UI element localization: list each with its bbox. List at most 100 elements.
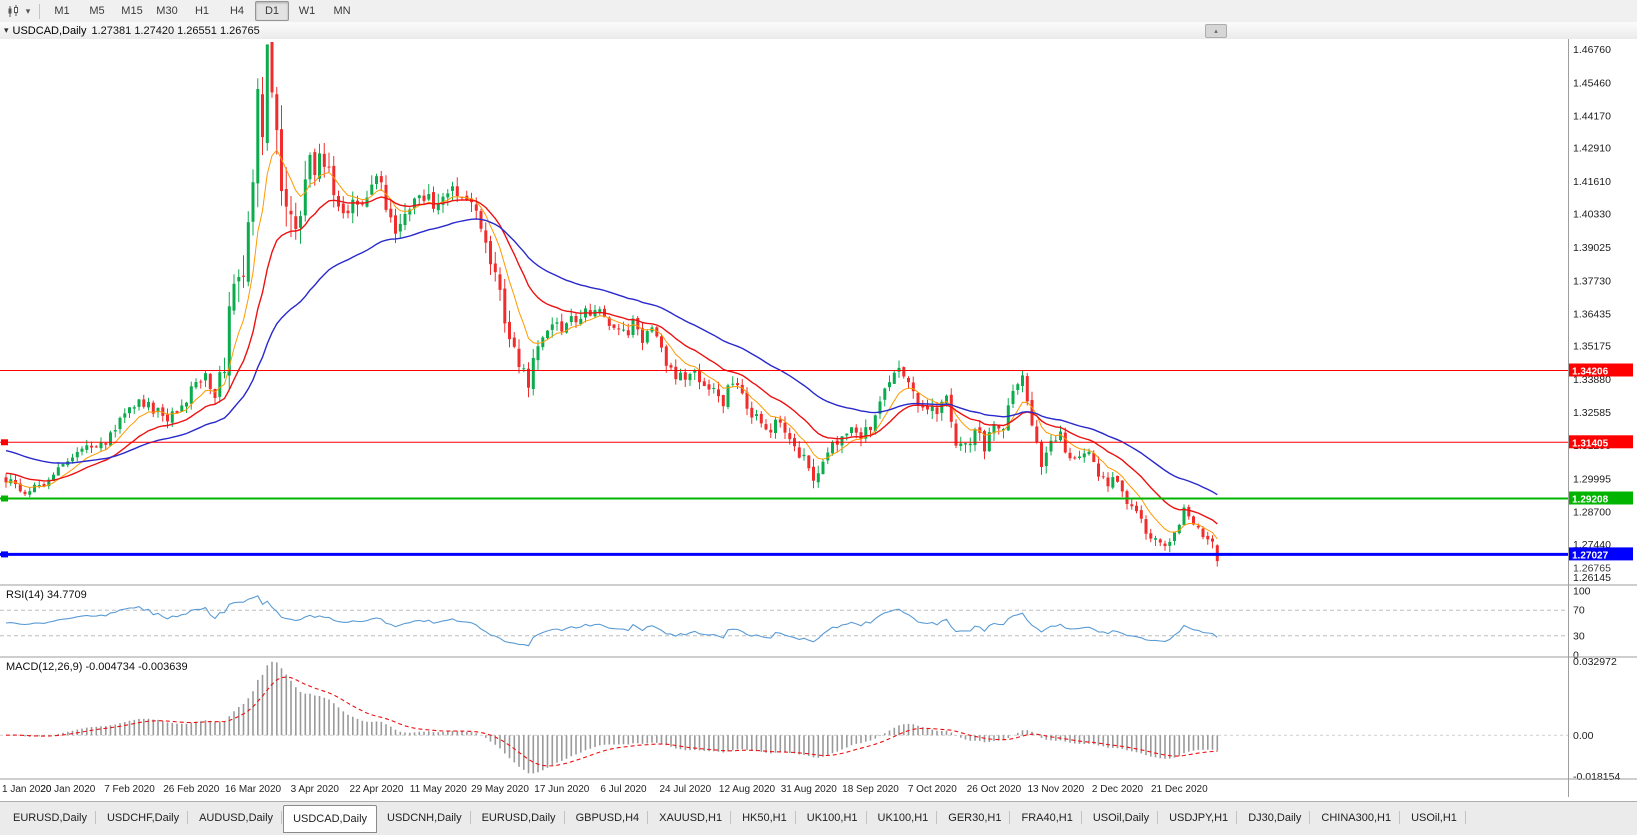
- tab-gbpusd-h4-6[interactable]: GBPUSD,H4: [566, 805, 650, 830]
- chart-window-header[interactable]: ▾ USDCAD,Daily 1.27381 1.27420 1.26551 1…: [0, 22, 1637, 40]
- timeframe-button-d1[interactable]: D1: [255, 1, 289, 21]
- svg-text:1.45460: 1.45460: [1573, 77, 1611, 89]
- svg-text:1.35175: 1.35175: [1573, 341, 1611, 353]
- tab-fra40-h1-12[interactable]: FRA40,H1: [1011, 805, 1083, 830]
- timeframe-button-m1[interactable]: M1: [54, 5, 70, 17]
- timeframe-button-h4[interactable]: H4: [229, 5, 245, 17]
- svg-text:1.40330: 1.40330: [1573, 209, 1611, 221]
- current-price-label: 1.26765: [1573, 562, 1611, 574]
- hline-handle-1.29208[interactable]: [1, 495, 8, 502]
- tab-uk100-h1-10[interactable]: UK100,H1: [868, 805, 939, 830]
- svg-text:-0.018154: -0.018154: [1573, 771, 1620, 783]
- svg-text:2 Dec 2020: 2 Dec 2020: [1092, 784, 1144, 795]
- tab-usdcad-daily-3[interactable]: USDCAD,Daily: [283, 805, 378, 833]
- macd-signal-line: [5, 676, 1218, 767]
- timeframe-button-mn[interactable]: MN: [333, 5, 351, 17]
- macd-histogram: [10, 661, 1219, 774]
- rsi-line: [5, 595, 1218, 647]
- symbol-tabbar: EURUSD,Daily USDCHF,Daily AUDUSD,Daily USDC…: [0, 801, 1637, 835]
- price-tag-1.31405: [1569, 435, 1633, 449]
- tab-usdcnh-daily-4[interactable]: USDCNH,Daily: [377, 805, 472, 830]
- rsi-label: RSI(14) 34.7709: [6, 589, 87, 601]
- tab-usoil-daily-13[interactable]: USOil,Daily: [1083, 805, 1159, 830]
- svg-text:1.28700: 1.28700: [1573, 507, 1611, 519]
- chart-type-icon[interactable]: [4, 2, 22, 20]
- timeframe-button-m15[interactable]: M15: [121, 5, 143, 17]
- hline-handle-1.27027[interactable]: [1, 551, 8, 558]
- hline-handle-1.31405[interactable]: [1, 439, 8, 446]
- svg-text:26 Oct 2020: 26 Oct 2020: [967, 784, 1022, 795]
- tab-china300-h1-16[interactable]: CHINA300,H1: [1311, 805, 1401, 830]
- chart-canvas[interactable]: 1.46760 1.45460 1.44170 1.42910 1.41610 1.403…: [0, 39, 1637, 805]
- svg-text:1.31405: 1.31405: [1572, 438, 1609, 449]
- svg-text:18 Sep 2020: 18 Sep 2020: [842, 784, 899, 795]
- svg-text:24 Jul 2020: 24 Jul 2020: [659, 784, 711, 795]
- svg-text:1.46760: 1.46760: [1573, 44, 1611, 56]
- svg-text:1.33880: 1.33880: [1573, 374, 1611, 386]
- svg-text:29 May 2020: 29 May 2020: [471, 784, 529, 795]
- svg-text:26 Feb 2020: 26 Feb 2020: [163, 784, 220, 795]
- tab-usdchf-daily-1[interactable]: USDCHF,Daily: [97, 805, 189, 830]
- svg-text:1.44170: 1.44170: [1573, 110, 1611, 122]
- moving-average-lines: [5, 149, 1218, 540]
- svg-text:1 Jan 2020: 1 Jan 2020: [2, 784, 52, 795]
- svg-text:31 Aug 2020: 31 Aug 2020: [781, 784, 838, 795]
- svg-text:1.42910: 1.42910: [1573, 143, 1611, 155]
- svg-text:22 Apr 2020: 22 Apr 2020: [350, 784, 404, 795]
- chart-scroll-up-button[interactable]: ▴: [1205, 24, 1227, 38]
- price-tag-1.34206: [1569, 363, 1633, 377]
- tab-eurusd-daily-5[interactable]: EURUSD,Daily: [472, 805, 566, 830]
- svg-text:3 Apr 2020: 3 Apr 2020: [291, 784, 340, 795]
- price-axis[interactable]: 1.46760 1.45460 1.44170 1.42910 1.41610 1.403…: [1568, 39, 1634, 797]
- svg-text:11 May 2020: 11 May 2020: [410, 784, 468, 795]
- svg-text:7 Feb 2020: 7 Feb 2020: [104, 784, 155, 795]
- svg-text:7 Oct 2020: 7 Oct 2020: [908, 784, 957, 795]
- svg-text:17 Jun 2020: 17 Jun 2020: [534, 784, 589, 795]
- chart-ohlc-values: 1.27381 1.27420 1.26551 1.26765: [91, 24, 260, 37]
- tab-ger30-h1-11[interactable]: GER30,H1: [938, 805, 1011, 830]
- tab-dj30-daily-15[interactable]: DJ30,Daily: [1238, 805, 1311, 830]
- medium-ma-line: [5, 196, 1218, 525]
- tab-hk50-h1-8[interactable]: HK50,H1: [732, 805, 797, 830]
- svg-text:1.26145: 1.26145: [1573, 572, 1611, 584]
- svg-text:0.00: 0.00: [1573, 730, 1594, 742]
- candlestick-chart-icon: [8, 4, 18, 17]
- svg-text:1.37730: 1.37730: [1573, 275, 1611, 287]
- tab-xauusd-h1-7[interactable]: XAUUSD,H1: [649, 805, 732, 830]
- tab-audusd-daily-2[interactable]: AUDUSD,Daily: [189, 805, 283, 830]
- timeframe-toolbar: M1 M5 M15 M30 H1 H4 D1 W1 MN: [45, 1, 359, 21]
- macd-label: MACD(12,26,9) -0.004734 -0.003639: [6, 661, 188, 673]
- svg-text:13 Nov 2020: 13 Nov 2020: [1027, 784, 1084, 795]
- tab-eurusd-daily-0[interactable]: EURUSD,Daily: [3, 805, 97, 830]
- svg-text:1.29995: 1.29995: [1573, 473, 1611, 485]
- tab-usoil-h1-17[interactable]: USOil,H1: [1401, 805, 1467, 830]
- tab-uk100-h1-9[interactable]: UK100,H1: [797, 805, 868, 830]
- svg-text:70: 70: [1573, 605, 1585, 617]
- chart-type-dropdown-caret-icon[interactable]: ▾: [25, 5, 31, 16]
- tab-usdjpy-h1-14[interactable]: USDJPY,H1: [1159, 805, 1238, 830]
- svg-text:0.032972: 0.032972: [1573, 656, 1617, 668]
- svg-text:1.29208: 1.29208: [1572, 495, 1609, 506]
- svg-text:1.39025: 1.39025: [1573, 242, 1611, 254]
- price-tag-1.27027: [1569, 547, 1633, 561]
- candlestick-series: [4, 42, 1219, 567]
- svg-text:1.34206: 1.34206: [1572, 367, 1609, 378]
- svg-text:1.36435: 1.36435: [1573, 308, 1611, 320]
- svg-text:6 Jul 2020: 6 Jul 2020: [600, 784, 647, 795]
- slow-ma-line: [5, 218, 1218, 496]
- timeframe-button-m5[interactable]: M5: [89, 5, 105, 17]
- collapse-chart-icon[interactable]: ▾: [4, 25, 9, 35]
- chart-symbol-title: USDCAD,Daily: [12, 24, 87, 37]
- svg-text:0: 0: [1573, 650, 1579, 662]
- svg-text:20 Jan 2020: 20 Jan 2020: [40, 784, 95, 795]
- svg-text:1.32585: 1.32585: [1573, 407, 1611, 419]
- svg-text:21 Dec 2020: 21 Dec 2020: [1151, 784, 1208, 795]
- toolbar-separator: [39, 3, 40, 19]
- timeframe-button-m30[interactable]: M30: [156, 5, 178, 17]
- timeframe-button-h1[interactable]: H1: [194, 5, 210, 17]
- fast-ma-line: [5, 149, 1218, 540]
- timeframe-button-w1[interactable]: W1: [298, 5, 316, 17]
- svg-text:1.41610: 1.41610: [1573, 176, 1611, 188]
